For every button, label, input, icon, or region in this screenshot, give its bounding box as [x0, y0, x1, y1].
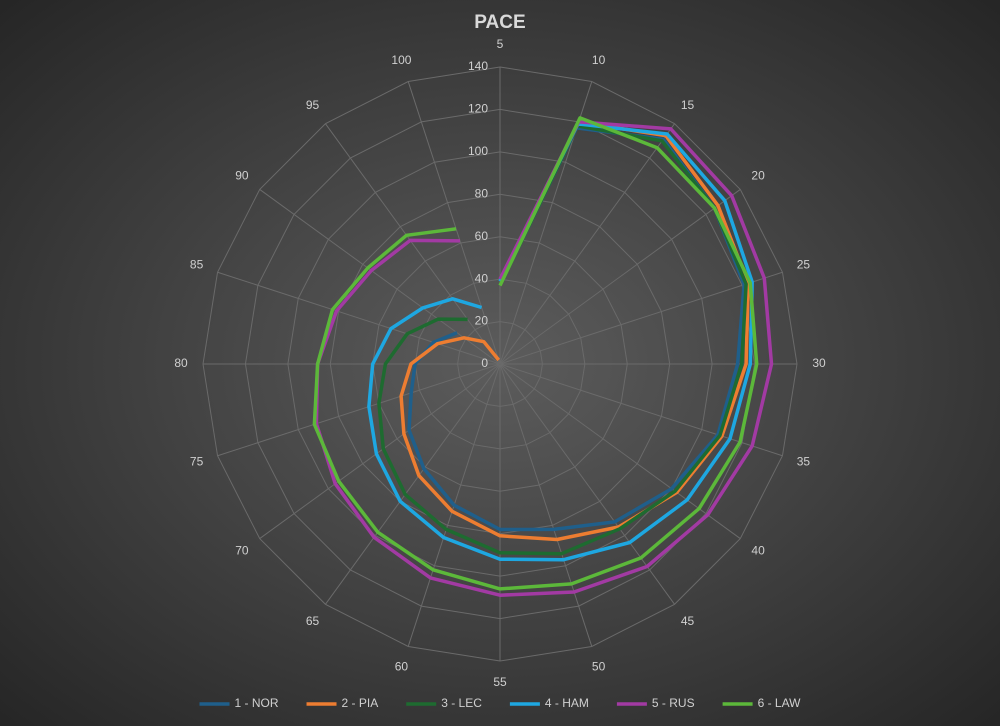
r-tick-label: 100: [468, 144, 488, 158]
category-label: 75: [190, 455, 204, 469]
legend-label: 5 - RUS: [652, 696, 695, 710]
legend-item: 4 - HAM: [509, 696, 589, 710]
r-tick-label: 60: [475, 229, 489, 243]
category-label: 5: [497, 37, 504, 51]
category-label: 25: [797, 258, 811, 272]
legend-label: 6 - LAW: [758, 696, 802, 710]
legend-label: 4 - HAM: [545, 696, 589, 710]
r-tick-label: 0: [481, 356, 488, 370]
spoke: [325, 363, 501, 605]
chart-title: PACE: [474, 12, 525, 33]
spoke: [217, 271, 501, 365]
spoke: [499, 189, 741, 365]
category-label: 50: [592, 660, 606, 674]
category-label: 15: [681, 98, 695, 112]
spoke: [407, 81, 501, 365]
category-label: 35: [797, 455, 811, 469]
legend: 1 - NOR 2 - PIA 3 - LEC 4 - HAM 5 - RUS 6 - L…: [199, 696, 802, 710]
r-tick-label: 140: [468, 59, 488, 73]
spoke: [259, 363, 501, 539]
r-tick-label: 40: [475, 271, 489, 285]
series-line: [367, 122, 754, 562]
category-label: 10: [592, 53, 606, 67]
series-line: [314, 120, 774, 597]
category-label: 65: [306, 614, 320, 628]
category-label: 45: [681, 614, 695, 628]
legend-item: 3 - LEC: [406, 696, 482, 710]
spoke: [499, 363, 675, 605]
series-line: [399, 120, 750, 542]
legend-item: 6 - LAW: [722, 696, 802, 710]
legend-item: 5 - RUS: [616, 696, 695, 710]
category-label: 80: [174, 356, 188, 370]
legend-label: 2 - PIA: [342, 696, 379, 710]
grid: 0 20 40 60 80 100 120 140 5 10 15 20 25 30 35 40 45 50 55 6…: [174, 37, 826, 689]
category-label: 90: [235, 169, 249, 183]
category-label: 85: [190, 258, 204, 272]
spoke: [499, 363, 593, 647]
category-label: 55: [493, 675, 507, 689]
legend-label: 1 - NOR: [235, 696, 279, 710]
series-line: [312, 116, 759, 591]
category-label: 60: [395, 660, 409, 674]
legend-item: 2 - PIA: [306, 696, 379, 710]
spoke: [325, 123, 501, 365]
category-label: 20: [751, 169, 765, 183]
spoke: [499, 271, 783, 365]
spoke: [259, 189, 501, 365]
legend-label: 3 - LEC: [441, 696, 482, 710]
category-label: 95: [306, 98, 320, 112]
legend-item: 1 - NOR: [199, 696, 279, 710]
category-label: 40: [751, 544, 765, 558]
category-label: 70: [235, 544, 249, 558]
r-tick-label: 80: [475, 186, 489, 200]
spoke: [217, 363, 501, 457]
plot-area: [312, 116, 774, 597]
category-label: 100: [391, 53, 411, 67]
spoke: [499, 123, 675, 365]
spoke: [499, 363, 783, 457]
r-tick-label: 20: [475, 314, 489, 328]
r-tick-label: 120: [468, 102, 488, 116]
category-label: 30: [812, 356, 826, 370]
